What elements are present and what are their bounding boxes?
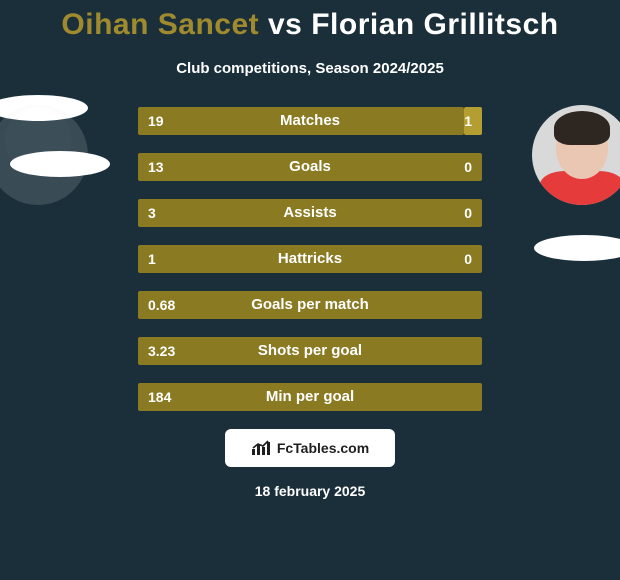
stat-row: Goals per match0.68 — [138, 291, 482, 319]
stat-value-left: 184 — [138, 383, 181, 411]
stat-value-right: 0 — [454, 245, 482, 273]
stat-label: Goals — [138, 153, 482, 181]
stats-area: Matches191Goals130Assists30Hattricks10Go… — [0, 107, 620, 499]
club-badge-left-2 — [10, 151, 110, 177]
page-title: Oihan Sancet vs Florian Grillitsch — [0, 8, 620, 42]
club-badge-right — [534, 235, 620, 261]
stat-label: Goals per match — [138, 291, 482, 319]
stat-label: Min per goal — [138, 383, 482, 411]
brand-pill[interactable]: FcTables.com — [225, 429, 395, 467]
subtitle: Club competitions, Season 2024/2025 — [0, 60, 620, 77]
avatar-hair — [554, 111, 610, 145]
stat-value-left: 0.68 — [138, 291, 185, 319]
stat-bars: Matches191Goals130Assists30Hattricks10Go… — [138, 107, 482, 411]
stat-row: Min per goal184 — [138, 383, 482, 411]
brand-chart-icon — [251, 440, 271, 456]
stat-label: Hattricks — [138, 245, 482, 273]
stat-label: Shots per goal — [138, 337, 482, 365]
stat-value-left: 19 — [138, 107, 174, 135]
player2-name: Florian Grillitsch — [311, 8, 558, 41]
stat-row: Hattricks1 0 — [138, 245, 482, 273]
stat-value-right: 0 — [454, 199, 482, 227]
stat-label: Assists — [138, 199, 482, 227]
stat-value-left: 1 — [138, 245, 166, 273]
stat-row: Assists3 0 — [138, 199, 482, 227]
stat-value-left: 3.23 — [138, 337, 185, 365]
stat-value-left: 13 — [138, 153, 174, 181]
stat-value-left: 3 — [138, 199, 166, 227]
stat-row: Shots per goal3.23 — [138, 337, 482, 365]
stat-row: Goals13 0 — [138, 153, 482, 181]
stat-value-right: 1 — [454, 107, 482, 135]
avatar-player2 — [532, 105, 620, 205]
vs-text: vs — [268, 8, 302, 41]
footer-date: 18 february 2025 — [0, 483, 620, 499]
comparison-card: Oihan Sancet vs Florian Grillitsch Club … — [0, 0, 620, 580]
brand-text: FcTables.com — [277, 440, 369, 456]
stat-value-right: 0 — [454, 153, 482, 181]
player1-name: Oihan Sancet — [61, 8, 259, 41]
stat-label: Matches — [138, 107, 482, 135]
stat-row: Matches19 1 — [138, 107, 482, 135]
